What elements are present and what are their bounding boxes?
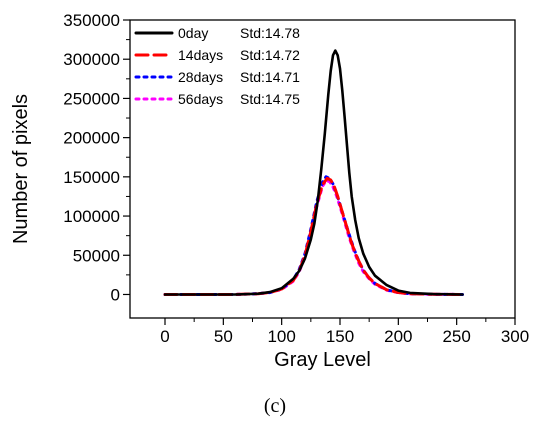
- x-tick-label: 200: [384, 327, 412, 346]
- axes-frame: [129, 19, 516, 319]
- y-tick-label: 50000: [73, 246, 120, 265]
- x-tick-label: 300: [501, 327, 529, 346]
- series-line-14days: [163, 176, 464, 296]
- y-axis-title: Number of pixels: [10, 94, 32, 244]
- y-tick-label: 200000: [63, 129, 120, 148]
- series-line-56days: [163, 179, 464, 296]
- y-tick-label: 350000: [63, 11, 120, 30]
- y-tick-label: 100000: [63, 207, 120, 226]
- legend-label-0day: 0day: [178, 25, 208, 41]
- legend-label-14days: 14days: [178, 47, 223, 63]
- plot-frame: [129, 19, 516, 319]
- axis-ticks: [123, 19, 516, 325]
- x-tick-label: 100: [267, 327, 295, 346]
- x-tick-label: 50: [214, 327, 233, 346]
- legend: 0day Std:14.78 14days Std:14.72 28days Std:14…: [134, 25, 300, 107]
- panel-label: (c): [263, 395, 287, 417]
- legend-std-28days: Std:14.71: [240, 69, 300, 85]
- y-tick-label: 300000: [63, 50, 120, 69]
- legend-label-28days: 28days: [178, 69, 223, 85]
- series-layer: [163, 49, 464, 296]
- legend-std-14days: Std:14.72: [240, 47, 300, 63]
- tick-labels: 0 50 100 150 200 250 300 0 50000 100000 150000 2000…: [63, 11, 529, 346]
- x-tick-label: 0: [160, 327, 169, 346]
- y-tick-label: 150000: [63, 168, 120, 187]
- y-tick-label: 0: [111, 285, 120, 304]
- x-tick-label: 250: [442, 327, 470, 346]
- legend-std-0day: Std:14.78: [240, 25, 300, 41]
- x-axis-title: Gray Level: [274, 349, 371, 371]
- legend-std-56days: Std:14.75: [240, 91, 300, 107]
- series-line-0day: [163, 49, 464, 296]
- legend-label-56days: 56days: [178, 91, 223, 107]
- series-line-28days: [163, 175, 464, 296]
- x-tick-label: 150: [326, 327, 354, 346]
- y-tick-label: 250000: [63, 89, 120, 108]
